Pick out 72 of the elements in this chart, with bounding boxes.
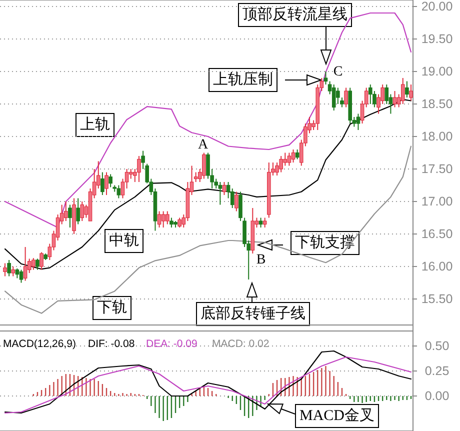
y-tick-label: 17.00 (421, 194, 453, 208)
annotation: 上轨 (80, 116, 110, 133)
candlestick (234, 191, 238, 212)
y-tick-label: 19.50 (421, 32, 453, 46)
candlestick (100, 172, 104, 196)
candlestick (76, 198, 80, 225)
candlestick (7, 260, 11, 277)
y-tick-label: 16.50 (421, 227, 453, 241)
candlestick (409, 84, 413, 102)
candlestick (104, 172, 108, 196)
candlestick (40, 252, 44, 270)
candlestick (137, 156, 141, 182)
candlestick (332, 84, 336, 111)
annotation: B (256, 252, 266, 268)
candlestick (405, 80, 409, 98)
candlestick (64, 201, 68, 222)
candlestick (170, 217, 174, 228)
y-tick-label: 18.50 (421, 97, 453, 111)
candlestick (157, 210, 162, 228)
annotation: 上轨压制 (213, 71, 273, 88)
candlestick (108, 174, 112, 188)
y-tick-label: 15.50 (421, 292, 453, 306)
y-tick-label: 0.25 (424, 364, 450, 378)
annotation: C (333, 64, 343, 80)
candlestick (116, 184, 121, 199)
y-tick-label: 16.00 (421, 260, 453, 274)
candlestick (15, 268, 20, 279)
annotation: 底部反转锤子线 (200, 305, 306, 322)
candlestick (80, 201, 84, 222)
candlestick (23, 246, 28, 282)
candlestick (279, 156, 283, 173)
y-tick-label: 0.00 (424, 389, 450, 403)
y-tick-label: 20.00 (421, 0, 453, 14)
series-label: DIF: -0.08 (88, 338, 135, 350)
candlestick (11, 266, 16, 277)
candlestick (344, 87, 348, 108)
candlestick (166, 210, 170, 225)
candlestick (283, 152, 288, 166)
annotation: 中轨 (109, 232, 139, 249)
candlestick (262, 217, 267, 228)
candlestick (222, 182, 226, 196)
candlestick (392, 90, 397, 108)
candlestick (287, 152, 292, 166)
candlestick (218, 182, 222, 206)
annotation: 下轨支撑 (295, 234, 355, 251)
candlestick (68, 204, 72, 228)
candlestick (161, 210, 166, 228)
candlestick (178, 217, 182, 228)
candlestick (291, 149, 296, 163)
candlestick (295, 149, 300, 160)
annotation: A (198, 138, 209, 152)
candlestick (324, 71, 328, 85)
annotation: 顶部反转流星线 (242, 6, 348, 23)
annotation: MACD金叉 (299, 407, 375, 424)
candlestick (336, 87, 340, 104)
annotation: 下轨 (97, 299, 127, 316)
candlestick (3, 262, 7, 277)
candlestick (32, 258, 36, 270)
y-tick-label: 17.50 (421, 162, 453, 176)
text: MACD(12,26,9) (3, 338, 76, 350)
candlestick (36, 258, 40, 270)
y-tick-label: 18.00 (421, 130, 453, 144)
candlestick (356, 113, 360, 130)
y-tick-label: 0.50 (424, 339, 450, 353)
series-label: DEA: -0.09 (146, 338, 198, 350)
candlestick (368, 84, 372, 104)
candlestick (202, 152, 206, 180)
candlestick (128, 168, 133, 180)
candlestick (400, 78, 405, 104)
candlestick (258, 217, 263, 228)
candlestick (19, 269, 24, 284)
y-tick-label: 19.00 (421, 64, 453, 78)
